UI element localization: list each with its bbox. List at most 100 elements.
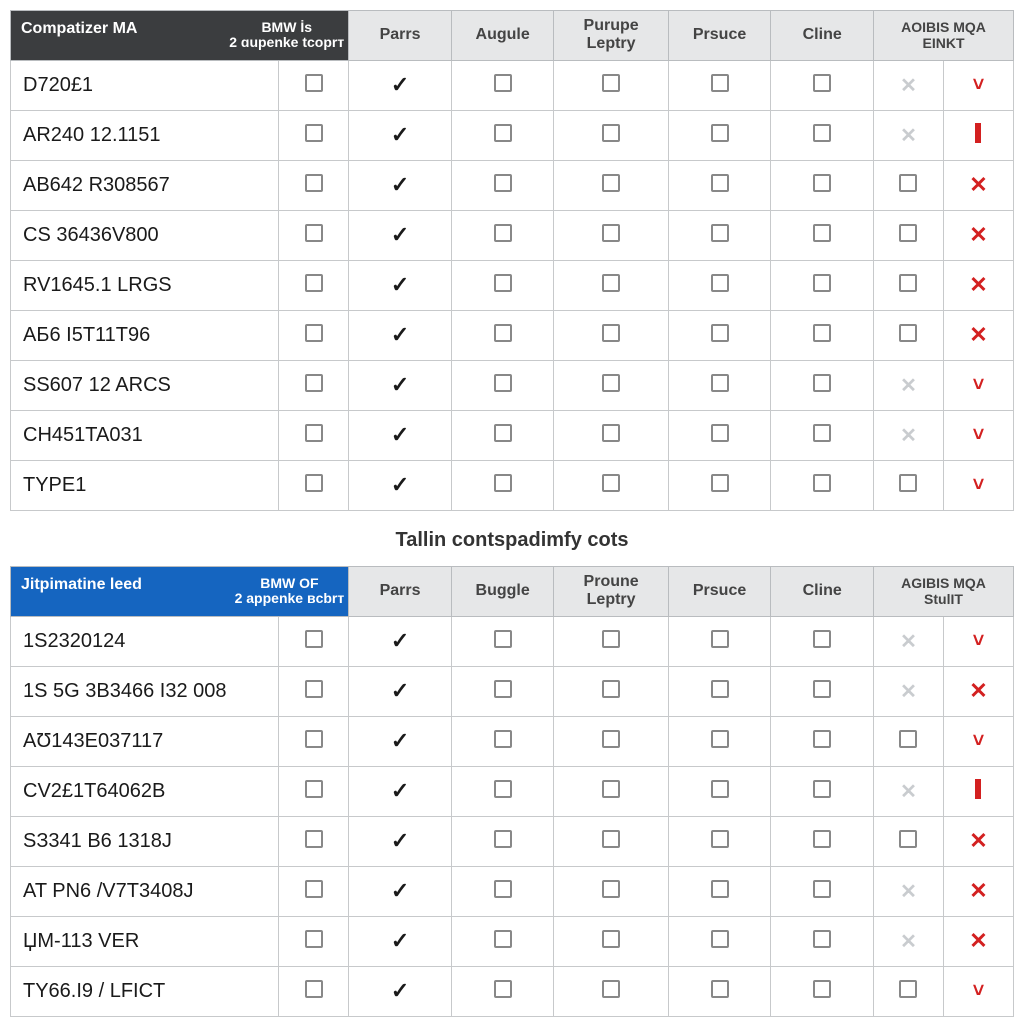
cell-status-b[interactable]: ˅ xyxy=(943,60,1013,110)
cell-checkbox[interactable] xyxy=(668,666,771,716)
cell-status-b[interactable]: ˅ xyxy=(943,360,1013,410)
cell-checked[interactable]: ✓ xyxy=(349,816,452,866)
cell-status-a[interactable] xyxy=(874,460,944,510)
cell-checkbox[interactable] xyxy=(771,260,874,310)
cell-checked[interactable]: ✓ xyxy=(349,916,452,966)
cell-status-a[interactable]: ✕ xyxy=(874,866,944,916)
cell-status-b[interactable]: ✕ xyxy=(943,666,1013,716)
cell-checkbox[interactable] xyxy=(554,160,668,210)
cell-checked[interactable]: ✓ xyxy=(349,410,452,460)
cell-status-a[interactable]: ✕ xyxy=(874,60,944,110)
cell-checkbox[interactable] xyxy=(451,360,554,410)
cell-checkbox[interactable] xyxy=(668,410,771,460)
cell-status-a[interactable] xyxy=(874,160,944,210)
cell-checkbox[interactable] xyxy=(554,410,668,460)
cell-status-b[interactable]: ✕ xyxy=(943,260,1013,310)
cell-checkbox[interactable] xyxy=(668,210,771,260)
cell-checkbox[interactable] xyxy=(771,616,874,666)
cell-checkbox[interactable] xyxy=(668,160,771,210)
cell-checkbox[interactable] xyxy=(771,410,874,460)
cell-checkbox[interactable] xyxy=(279,716,349,766)
cell-checkbox[interactable] xyxy=(279,110,349,160)
cell-checkbox[interactable] xyxy=(279,916,349,966)
cell-status-a[interactable]: ✕ xyxy=(874,410,944,460)
cell-checkbox[interactable] xyxy=(668,616,771,666)
cell-checked[interactable]: ✓ xyxy=(349,666,452,716)
cell-checkbox[interactable] xyxy=(451,110,554,160)
cell-checkbox[interactable] xyxy=(451,966,554,1016)
cell-status-a[interactable] xyxy=(874,716,944,766)
cell-status-b[interactable]: ˅ xyxy=(943,716,1013,766)
cell-checkbox[interactable] xyxy=(279,260,349,310)
cell-checkbox[interactable] xyxy=(451,616,554,666)
cell-checked[interactable]: ✓ xyxy=(349,460,452,510)
cell-status-a[interactable]: ✕ xyxy=(874,360,944,410)
cell-status-a[interactable]: ✕ xyxy=(874,110,944,160)
cell-checkbox[interactable] xyxy=(668,260,771,310)
cell-checkbox[interactable] xyxy=(554,110,668,160)
cell-checkbox[interactable] xyxy=(279,310,349,360)
cell-checkbox[interactable] xyxy=(451,60,554,110)
cell-checkbox[interactable] xyxy=(279,966,349,1016)
cell-checked[interactable]: ✓ xyxy=(349,110,452,160)
cell-checkbox[interactable] xyxy=(554,310,668,360)
cell-checked[interactable]: ✓ xyxy=(349,766,452,816)
cell-checkbox[interactable] xyxy=(554,866,668,916)
cell-status-a[interactable]: ✕ xyxy=(874,616,944,666)
cell-checkbox[interactable] xyxy=(451,410,554,460)
cell-checkbox[interactable] xyxy=(668,916,771,966)
cell-checkbox[interactable] xyxy=(668,766,771,816)
cell-checkbox[interactable] xyxy=(451,260,554,310)
cell-checkbox[interactable] xyxy=(451,766,554,816)
cell-status-b[interactable]: ✕ xyxy=(943,916,1013,966)
cell-checkbox[interactable] xyxy=(771,310,874,360)
cell-checked[interactable]: ✓ xyxy=(349,310,452,360)
cell-checkbox[interactable] xyxy=(554,716,668,766)
cell-checkbox[interactable] xyxy=(279,210,349,260)
cell-checkbox[interactable] xyxy=(279,666,349,716)
cell-checkbox[interactable] xyxy=(279,460,349,510)
cell-checked[interactable]: ✓ xyxy=(349,966,452,1016)
cell-checkbox[interactable] xyxy=(771,866,874,916)
cell-status-b[interactable]: ˅ xyxy=(943,410,1013,460)
cell-checkbox[interactable] xyxy=(771,766,874,816)
cell-status-b[interactable]: ˅ xyxy=(943,616,1013,666)
cell-checkbox[interactable] xyxy=(279,160,349,210)
cell-checkbox[interactable] xyxy=(554,210,668,260)
cell-checkbox[interactable] xyxy=(451,916,554,966)
cell-status-b[interactable]: ˅ xyxy=(943,460,1013,510)
cell-checked[interactable]: ✓ xyxy=(349,60,452,110)
cell-checkbox[interactable] xyxy=(668,110,771,160)
cell-checkbox[interactable] xyxy=(451,866,554,916)
cell-checkbox[interactable] xyxy=(279,360,349,410)
cell-checked[interactable]: ✓ xyxy=(349,210,452,260)
cell-status-a[interactable] xyxy=(874,966,944,1016)
cell-status-a[interactable] xyxy=(874,210,944,260)
cell-checkbox[interactable] xyxy=(771,666,874,716)
cell-checkbox[interactable] xyxy=(554,816,668,866)
cell-checkbox[interactable] xyxy=(279,766,349,816)
cell-status-b[interactable] xyxy=(943,110,1013,160)
cell-checkbox[interactable] xyxy=(451,666,554,716)
cell-checkbox[interactable] xyxy=(668,966,771,1016)
cell-checkbox[interactable] xyxy=(451,460,554,510)
cell-checkbox[interactable] xyxy=(668,60,771,110)
cell-checkbox[interactable] xyxy=(554,616,668,666)
cell-checkbox[interactable] xyxy=(554,966,668,1016)
cell-status-a[interactable] xyxy=(874,260,944,310)
cell-checkbox[interactable] xyxy=(451,160,554,210)
cell-checked[interactable]: ✓ xyxy=(349,160,452,210)
cell-checkbox[interactable] xyxy=(668,866,771,916)
cell-checkbox[interactable] xyxy=(279,866,349,916)
cell-checked[interactable]: ✓ xyxy=(349,716,452,766)
cell-checkbox[interactable] xyxy=(668,816,771,866)
cell-checkbox[interactable] xyxy=(668,716,771,766)
cell-status-a[interactable]: ✕ xyxy=(874,916,944,966)
cell-checkbox[interactable] xyxy=(668,460,771,510)
cell-status-a[interactable] xyxy=(874,310,944,360)
cell-status-b[interactable]: ✕ xyxy=(943,816,1013,866)
cell-checkbox[interactable] xyxy=(771,716,874,766)
cell-checkbox[interactable] xyxy=(771,460,874,510)
cell-checked[interactable]: ✓ xyxy=(349,866,452,916)
cell-checkbox[interactable] xyxy=(554,60,668,110)
